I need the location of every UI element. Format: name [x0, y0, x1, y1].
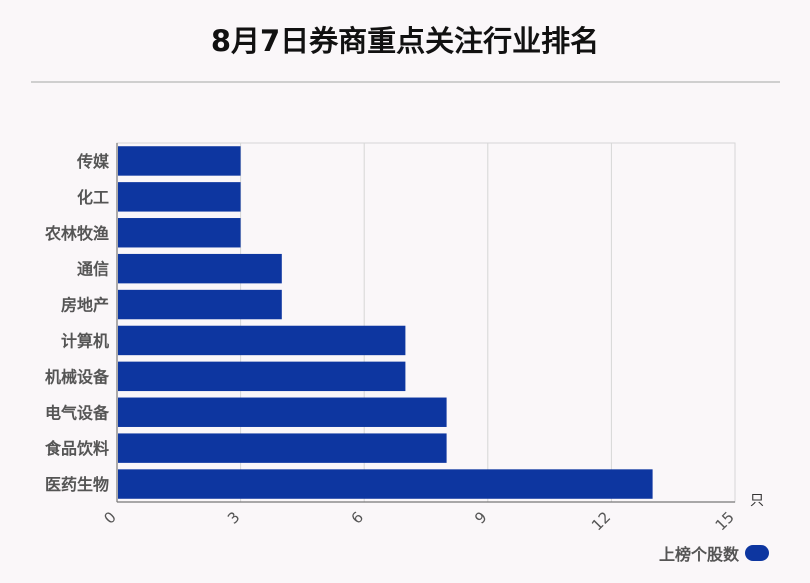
legend: 上榜个股数 [659, 541, 769, 565]
category-label-食品饮料: 食品饮料 [44, 439, 109, 458]
x-tick-label-4: 12 [588, 508, 614, 534]
legend-swatch [745, 545, 769, 561]
legend-label: 上榜个股数 [658, 545, 739, 564]
bars [118, 146, 653, 499]
title-divider [31, 81, 780, 83]
x-tick-label-2: 6 [348, 508, 367, 527]
bar-通信 [118, 253, 282, 284]
x-tick-label-1: 3 [224, 508, 243, 527]
category-label-化工: 化工 [77, 188, 109, 207]
category-label-农林牧渔: 农林牧渔 [44, 224, 109, 243]
category-label-通信: 通信 [77, 260, 109, 279]
bar-电气设备 [118, 397, 447, 427]
grid-lines [116, 142, 736, 503]
category-label-传媒: 传媒 [76, 152, 110, 171]
x-tick-label-5: 15 [712, 508, 738, 534]
x-unit-label: 只 [750, 493, 764, 509]
category-label-机械设备: 机械设备 [45, 367, 110, 386]
bar-机械设备 [118, 361, 406, 392]
bar-传媒 [118, 146, 241, 176]
bar-食品饮料 [118, 433, 447, 463]
category-label-电气设备: 电气设备 [45, 403, 110, 422]
chart-title: 8月7日券商重点关注行业排名 [210, 24, 600, 58]
bar-医药生物 [118, 469, 653, 499]
category-label-房地产: 房地产 [61, 296, 109, 315]
category-label-计算机: 计算机 [61, 331, 109, 350]
bar-房地产 [118, 289, 282, 320]
tick-labels: 0 3 6 9 12 15 [100, 508, 737, 534]
category-label-医药生物: 医药生物 [45, 475, 109, 494]
bar-农林牧渔 [118, 218, 241, 248]
x-tick-label-0: 0 [100, 508, 119, 527]
bar-化工 [118, 182, 241, 212]
x-tick-label-3: 9 [471, 508, 490, 527]
bar-计算机 [118, 325, 406, 356]
